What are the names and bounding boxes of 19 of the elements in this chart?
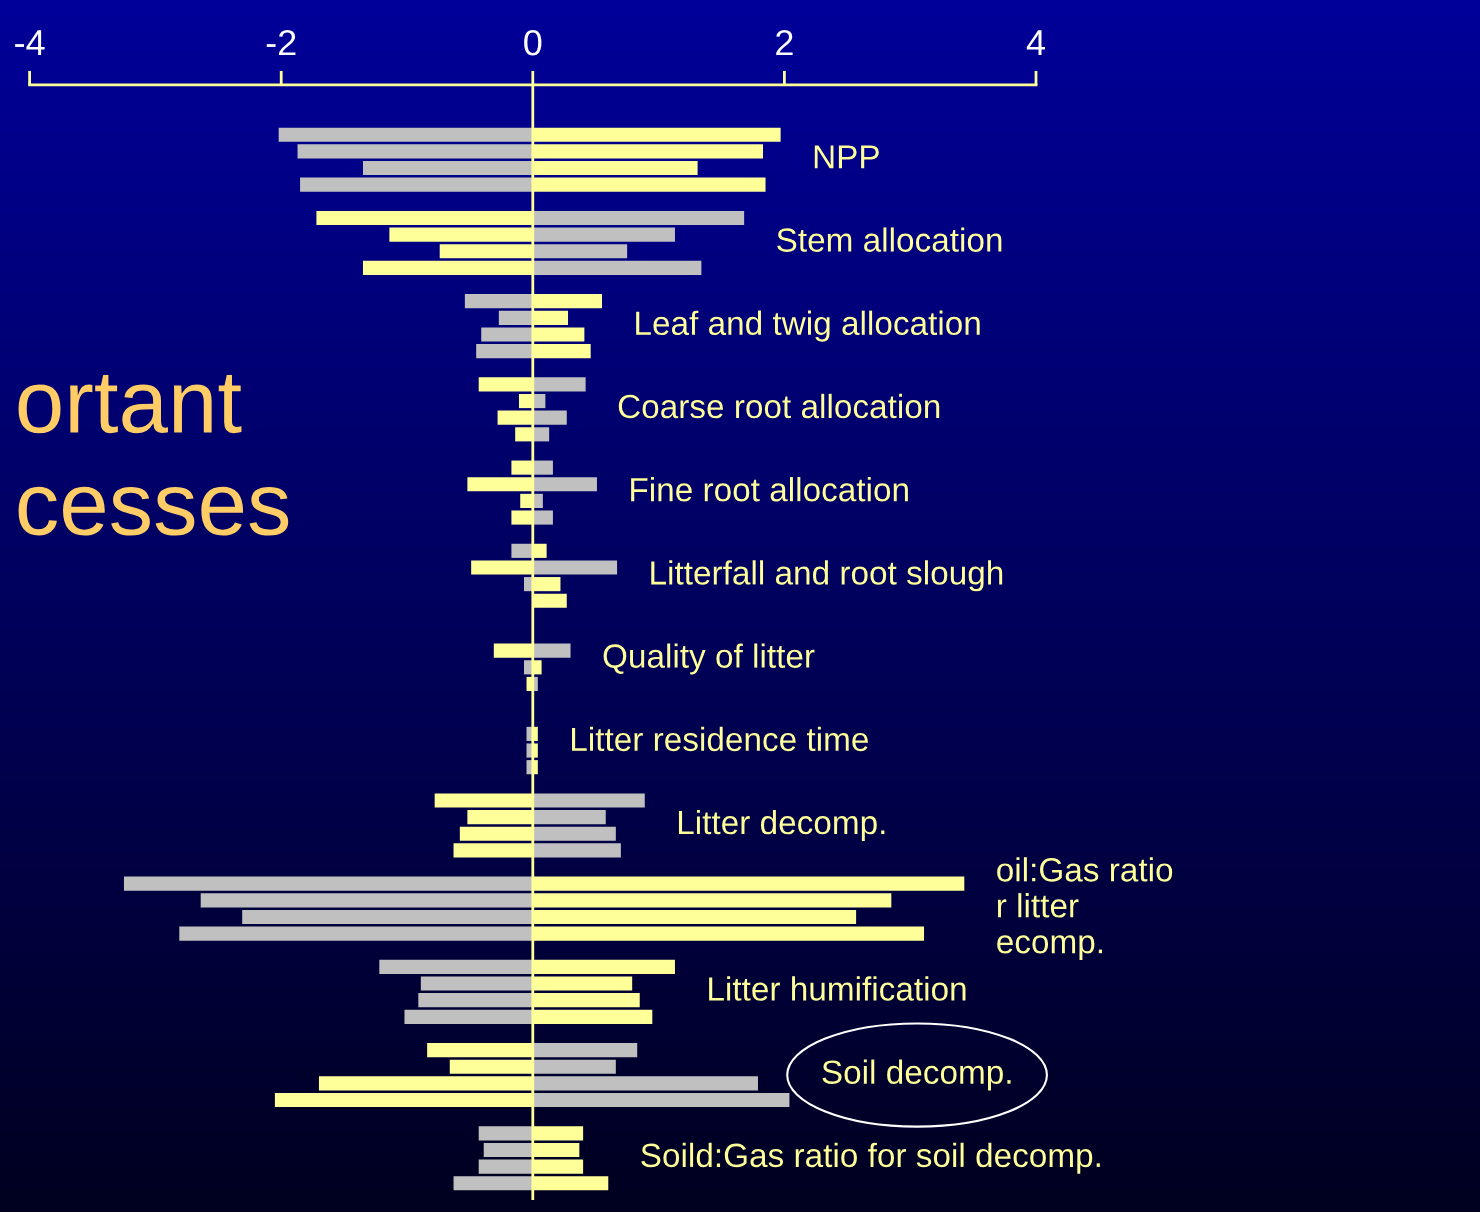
annotation: ortant cesses: [18, 374, 289, 536]
y-tick-label: NPP: [814, 145, 879, 169]
y-tick-label: Leaf and twig allocation: [636, 310, 980, 342]
y-tick-label: Coarse root allocation: [618, 393, 940, 419]
y-tick-label: Stem allocation: [777, 227, 1002, 252]
y-tick-label: Litter decomp.: [678, 809, 885, 841]
y-tick-label: Fine root allocation: [631, 477, 908, 502]
y-tick-label: Litter residence time: [572, 726, 868, 752]
x-tick-label: 4: [1026, 30, 1045, 56]
y-tick-label: Soil decomp.: [822, 1059, 1011, 1091]
y-tick-label: oil:Gas ratio r litter ecomp.: [997, 857, 1173, 961]
x-tick-label: 0: [524, 29, 542, 56]
x-tick-label: -2: [266, 29, 296, 56]
y-tick-label: Quality of litter: [603, 643, 815, 675]
x-tick-label: -4: [15, 30, 45, 56]
x-tick-label: 2: [776, 29, 793, 56]
y-tick-label: Soild:Gas ratio for soil decomp.: [641, 1142, 1100, 1174]
y-tick-label: Litterfall and root slough: [651, 560, 1003, 592]
y-tick-label: Litter humification: [709, 976, 966, 1001]
